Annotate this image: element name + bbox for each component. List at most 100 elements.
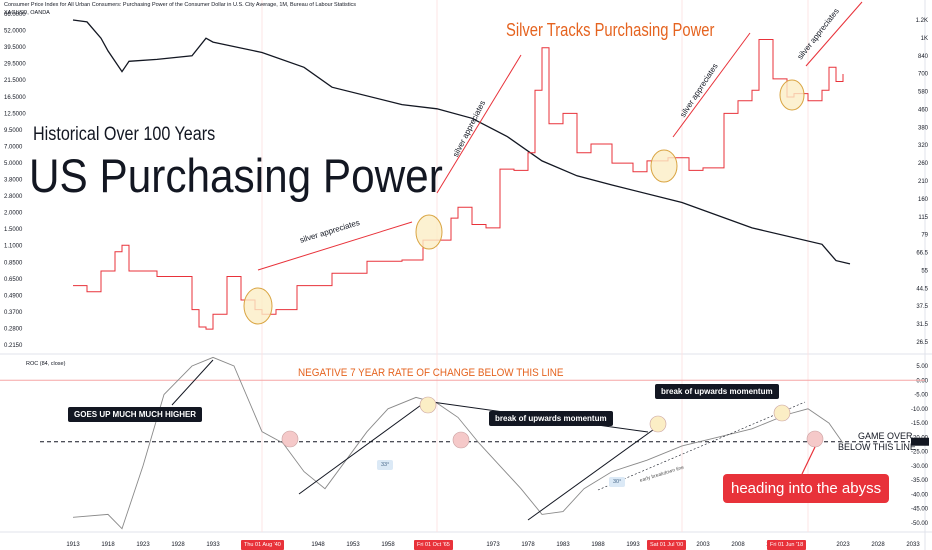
- right-tick-label: 580: [918, 90, 929, 96]
- date-badge-1940: Thu 01 Aug '40: [241, 540, 284, 550]
- roc-tick-label: -30.00: [911, 464, 929, 470]
- negative-line-label: NEGATIVE 7 YEAR RATE OF CHANGE BELOW THI…: [298, 367, 564, 379]
- roc-tick-label: -45.00: [911, 507, 929, 513]
- roc-label: ROC (84, close): [26, 361, 66, 367]
- x-tick-label: 1918: [101, 542, 115, 548]
- right-tick-label: 26.5: [916, 340, 928, 346]
- left-tick-label: 21.5000: [4, 78, 26, 84]
- trend-arrow: [805, 1, 863, 67]
- left-tick-label: 52.0000: [4, 29, 26, 35]
- right-tick-label: 66.5: [916, 251, 928, 257]
- date-badge-1965: Fri 01 Oct '65: [414, 540, 453, 550]
- roc-highlight-circle: [281, 430, 299, 448]
- x-tick-label: 1923: [136, 542, 150, 548]
- left-tick-label: 0.8500: [4, 260, 23, 266]
- left-tick-label: 0.2150: [4, 343, 23, 349]
- right-tick-label: 37.5: [916, 304, 928, 310]
- game-over-text-1: GAME OVER: [858, 431, 913, 441]
- right-tick-label: 1.2K: [916, 18, 928, 24]
- right-tick-label: 700: [918, 72, 929, 78]
- x-tick-label: 1958: [381, 542, 395, 548]
- x-tick-label: 2003: [696, 542, 710, 548]
- roc-trend-line: [298, 399, 429, 495]
- roc-tick-label: -15.00: [911, 421, 929, 427]
- roc-tick-label: -25.00: [911, 450, 929, 456]
- roc-tick-label: -50.00: [911, 521, 929, 527]
- left-tick-label: 2.0000: [4, 211, 23, 217]
- right-tick-label: 840: [918, 54, 929, 60]
- abyss-pointer: [801, 446, 816, 475]
- highlight-circle: [415, 214, 443, 250]
- left-tick-label: 9.5000: [4, 128, 23, 134]
- left-tick-label: 66.0000: [4, 12, 26, 18]
- left-tick-label: 0.6500: [4, 277, 23, 283]
- series-subtitle: XAGUSD, OANDA: [4, 10, 50, 16]
- left-tick-label: 2.8000: [4, 194, 23, 200]
- right-tick-label: 260: [918, 161, 929, 167]
- left-tick-label: 5.0000: [4, 161, 23, 167]
- x-tick-label: 1913: [66, 542, 80, 548]
- highlight-circle: [243, 287, 273, 325]
- right-tick-label: 460: [918, 107, 929, 113]
- x-tick-label: 2033: [906, 542, 920, 548]
- x-tick-label: 1973: [486, 542, 500, 548]
- roc-tick-label: -40.00: [911, 492, 929, 498]
- current-value-badge: [911, 437, 929, 446]
- trend-arrow: [257, 221, 413, 271]
- x-tick-label: 1988: [591, 542, 605, 548]
- left-tick-label: 7.0000: [4, 144, 23, 150]
- left-tick-label: 3.8000: [4, 178, 23, 184]
- right-tick-label: 55: [921, 268, 928, 274]
- goes-up-pointer: [171, 359, 214, 406]
- headline-text: Silver Tracks Purchasing Power: [506, 20, 715, 40]
- x-tick-label: 1933: [206, 542, 220, 548]
- roc-highlight-circle: [649, 415, 667, 433]
- trend-arrow: [436, 54, 522, 194]
- left-tick-label: 0.2800: [4, 326, 23, 332]
- date-band: [436, 0, 438, 532]
- highlight-circle: [650, 149, 678, 183]
- abyss-label: heading into the abyss: [723, 474, 890, 503]
- left-tick-label: 16.5000: [4, 95, 26, 101]
- date-band: [261, 0, 263, 532]
- x-tick-label: 1993: [626, 542, 640, 548]
- right-tick-label: 31.5: [916, 322, 928, 328]
- subtitle-text: Historical Over 100 Years: [33, 124, 216, 145]
- roc-tick-label: -10.00: [911, 407, 929, 413]
- left-tick-label: 29.5000: [4, 62, 26, 68]
- roc-highlight-circle: [806, 430, 824, 448]
- angle-30-box: 30°: [609, 477, 626, 487]
- right-tick-label: 380: [918, 125, 929, 131]
- x-tick-label: 1948: [311, 542, 325, 548]
- left-tick-label: 1.5000: [4, 227, 23, 233]
- x-tick-label: 1983: [556, 542, 570, 548]
- right-tick-label: 210: [918, 179, 929, 185]
- right-tick-label: 44.5: [916, 286, 928, 292]
- cpi-series-line: [72, 19, 851, 265]
- game-over-text-2: BELOW THIS LINE: [838, 442, 916, 452]
- left-tick-label: 39.5000: [4, 45, 26, 51]
- date-band: [807, 0, 809, 532]
- roc-highlight-circle: [419, 396, 437, 414]
- right-tick-label: 1K: [921, 36, 928, 42]
- x-tick-label: 2028: [871, 542, 885, 548]
- right-tick-label: 115: [918, 215, 928, 221]
- roc-tick-label: -35.00: [911, 478, 929, 484]
- break-momentum-label-1: break of upwards momentum: [489, 411, 613, 426]
- date-badge-2018: Fri 01 Jun '18: [767, 540, 807, 550]
- roc-trend-line: [597, 401, 806, 491]
- x-tick-label: 1928: [171, 542, 185, 548]
- break-momentum-label-2: break of upwards momentum: [655, 384, 779, 399]
- right-tick-label: 79: [921, 233, 928, 239]
- roc-trend-line: [527, 421, 665, 521]
- left-tick-label: 1.1000: [4, 244, 23, 250]
- angle-33-box: 33°: [377, 460, 394, 470]
- series-title: Consumer Price Index for All Urban Consu…: [4, 2, 357, 8]
- x-tick-label: 2023: [836, 542, 850, 548]
- x-tick-label: 1978: [521, 542, 535, 548]
- left-tick-label: 12.5000: [4, 111, 26, 117]
- date-badge-2000: Sat 01 Jul '00: [647, 540, 687, 550]
- roc-tick-label: 0.00: [916, 378, 928, 384]
- main-title: US Purchasing Power: [29, 149, 443, 202]
